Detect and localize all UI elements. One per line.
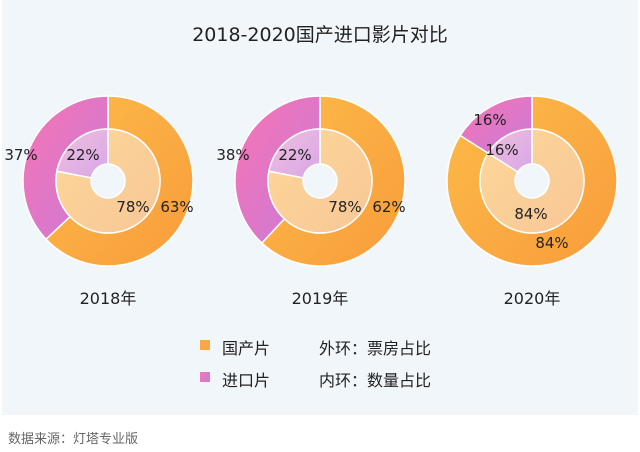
- inner-slice-imported: [487, 128, 533, 173]
- chart-label-2019: 2019年: [291, 289, 349, 308]
- inner-slice-imported: [56, 128, 109, 179]
- chart-label-2020: 2020年: [503, 289, 561, 308]
- legend-swatch-domestic: [200, 340, 210, 350]
- data-label-inner-domestic: 84%: [514, 205, 547, 223]
- data-label-inner-domestic: 78%: [328, 198, 361, 216]
- data-label-outer-imported: 37%: [4, 146, 37, 164]
- chart-title: 2018-2020国产进口影片对比: [192, 24, 448, 46]
- data-label-inner-imported: 16%: [485, 141, 518, 159]
- legend-swatch-imported: [200, 372, 210, 382]
- data-label-inner-imported: 22%: [278, 146, 311, 164]
- legend-label: 国产片: [222, 339, 271, 358]
- data-source: 数据来源：灯塔专业版: [8, 432, 139, 447]
- data-label-outer-imported: 38%: [216, 146, 249, 164]
- data-label-outer-domestic: 84%: [535, 234, 568, 252]
- legend-note-inner-ring: 内环：数量占比: [319, 371, 432, 390]
- donut-charts: 37% 22% 78% 63% 38% 22% 78% 62% 16% 16% 84% 84%: [4, 95, 618, 267]
- data-label-outer-imported: 16%: [473, 111, 506, 129]
- inner-slice-domestic: [55, 128, 161, 234]
- legend-label: 进口片: [222, 371, 271, 390]
- data-label-inner-domestic: 78%: [116, 198, 149, 216]
- data-label-outer-domestic: 63%: [160, 198, 193, 216]
- legend-note-outer-ring: 外环：票房占比: [319, 339, 432, 358]
- inner-slice-domestic: [267, 128, 373, 234]
- data-label-outer-domestic: 62%: [372, 198, 405, 216]
- inner-slice-imported: [268, 128, 321, 179]
- data-label-inner-imported: 22%: [66, 146, 99, 164]
- chart-label-2018: 2018年: [79, 289, 137, 308]
- inner-slice-domestic: [479, 128, 585, 234]
